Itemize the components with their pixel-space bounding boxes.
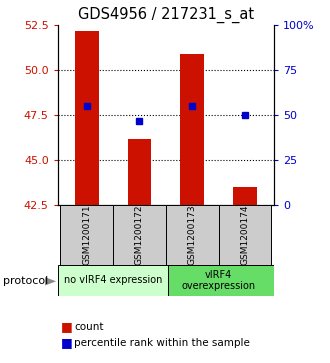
Bar (75, 31, 99, 205)
Text: GSM1200172: GSM1200172 (135, 205, 144, 265)
Bar (128, 139, 151, 205)
Text: GSM1200174: GSM1200174 (240, 205, 249, 265)
Polygon shape (45, 277, 56, 286)
Text: GSM1200171: GSM1200171 (82, 205, 91, 265)
Text: no vIRF4 expression: no vIRF4 expression (64, 276, 162, 285)
Text: count: count (74, 322, 104, 332)
Bar (58, 265, 168, 296)
Text: GSM1200173: GSM1200173 (188, 205, 197, 265)
Bar (218, 205, 271, 265)
Text: ■: ■ (61, 320, 73, 333)
Title: GDS4956 / 217231_s_at: GDS4956 / 217231_s_at (78, 7, 254, 23)
Bar (113, 205, 166, 265)
Bar (233, 187, 257, 205)
Text: vIRF4
overexpression: vIRF4 overexpression (182, 270, 256, 291)
Bar (180, 54, 204, 205)
Text: percentile rank within the sample: percentile rank within the sample (74, 338, 250, 348)
Bar (60, 205, 113, 265)
Text: ■: ■ (61, 337, 73, 350)
Text: protocol: protocol (3, 276, 49, 286)
Bar (168, 265, 274, 296)
Bar (166, 205, 218, 265)
